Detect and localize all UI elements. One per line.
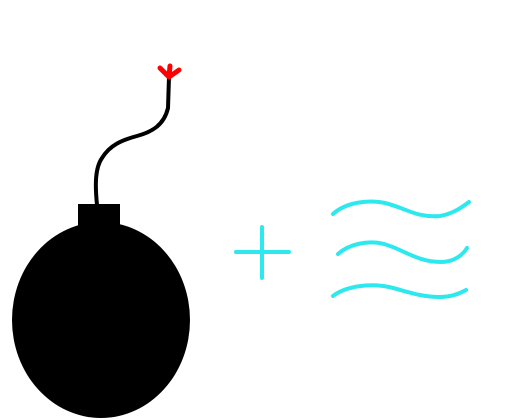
plus-icon <box>234 225 291 280</box>
bomb-spark-icon <box>157 63 182 80</box>
bomb-body <box>12 222 190 418</box>
wind-icon <box>331 199 471 299</box>
bomb-icon <box>12 63 190 418</box>
bomb-fuse <box>93 75 171 207</box>
